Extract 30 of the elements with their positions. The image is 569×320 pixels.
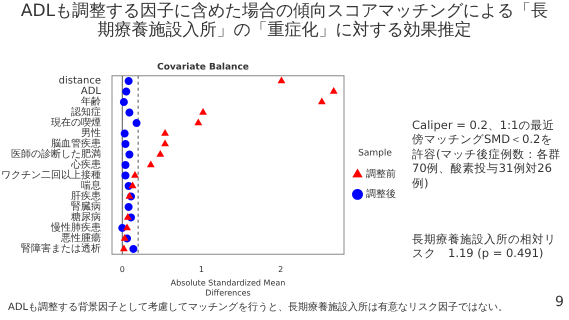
y-tick-label: 喘息 xyxy=(81,180,101,192)
y-tick-label: 認知症 xyxy=(71,106,101,118)
text: Caliper = 0.2、1:1の最近傍マッチングSMD＜0.2を許容(マッチ後症例数：各群70例、酸素投与31例対26例) xyxy=(412,118,562,190)
y-tick-label: 腎障害または透析 xyxy=(21,242,101,255)
y-tick-label: 腎臓病 xyxy=(71,200,101,213)
x-tick-label: 2 xyxy=(278,265,284,274)
text: ADLも調整する背景因子として考慮してマッチングを行うと、長期療養施設入所は有意なリスク因子ではない。 xyxy=(8,302,510,314)
y-tick-label: distance xyxy=(58,76,101,87)
x-tick-label: 0 xyxy=(120,265,125,274)
chart-title: ADLも調整する因子に含めた場合の傾向スコアマッチングによる「長期療養施設入所」の「重症化」に対する効果推定 xyxy=(20,1,549,40)
legend-title: Sample xyxy=(358,148,392,158)
y-tick-label: ADL xyxy=(80,86,102,98)
y-tick-label: 慢性肺疾患 xyxy=(50,222,101,234)
x-axis-title: Absolute Standardized Mean Differences xyxy=(170,278,286,298)
x-tick-label: 1 xyxy=(198,265,204,274)
text: 長期療養施設入所の相対リスク 1.19 (p = 0.491) xyxy=(412,232,557,261)
legend-label: 調整後 xyxy=(366,188,396,200)
y-tick-label: 医師の診断した肥満 xyxy=(11,148,101,160)
y-tick-label: ワクチン二回以上接種 xyxy=(1,169,101,182)
y-tick-label: 肝疾患 xyxy=(71,190,101,202)
legend-label: 調整前 xyxy=(366,168,396,180)
chart-subtitle: Covariate Balance xyxy=(157,62,249,73)
y-tick-label: 男性 xyxy=(81,127,101,140)
y-tick-label: 悪性腫瘍 xyxy=(60,232,101,244)
y-tick-label: 現在の喫煙 xyxy=(51,116,101,129)
y-tick-label: 脳血管疾患 xyxy=(51,138,101,150)
y-tick-label: 年齢 xyxy=(81,96,101,108)
text: 9 xyxy=(555,294,565,312)
y-tick-label: 糖尿病 xyxy=(71,211,101,224)
y-tick-label: 心疾患 xyxy=(70,158,101,171)
